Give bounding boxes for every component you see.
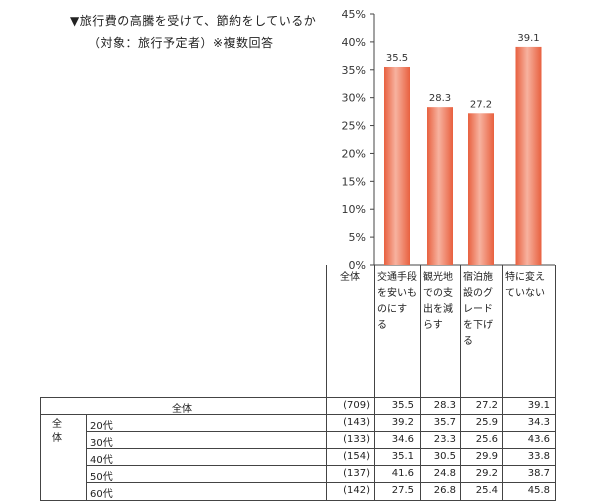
row-label: 30代 <box>90 438 113 449</box>
table-cell: 29.2 <box>475 468 498 479</box>
table-divider <box>555 265 556 501</box>
table-divider <box>40 500 555 501</box>
table-divider <box>86 465 555 466</box>
row-label: 40代 <box>90 455 113 466</box>
y-tick-label: 10% <box>342 203 366 216</box>
table-cell: 39.2 <box>391 417 414 428</box>
sample-size: (133) <box>343 434 370 445</box>
table-cell: 25.6 <box>475 434 498 445</box>
table-cell: 24.8 <box>433 468 456 479</box>
bar <box>468 113 494 265</box>
y-tick-label: 30% <box>342 92 366 105</box>
bar <box>384 66 410 265</box>
table-divider <box>374 265 375 501</box>
table-cell: 28.3 <box>433 400 456 411</box>
sample-size: (142) <box>343 485 370 496</box>
category-label: 宿泊施設のグレードを下げる <box>463 272 493 347</box>
row-label: 全体 <box>172 404 192 415</box>
table-cell: 45.8 <box>527 485 550 496</box>
table-divider <box>326 265 327 501</box>
row-label: 50代 <box>90 472 113 483</box>
table-cell: 43.6 <box>527 434 550 445</box>
table-divider <box>460 265 461 501</box>
table-row-age: 40代 (154) 35.1 30.5 29.9 33.8 <box>0 449 600 466</box>
table-cell: 39.1 <box>527 400 550 411</box>
chart-title: ▼旅行費の高騰を受けて、節約をしているか <box>70 14 317 28</box>
table-cell: 35.7 <box>433 417 456 428</box>
table-cell: 23.3 <box>433 434 456 445</box>
y-tick-label: 15% <box>342 175 366 188</box>
category-label: 特に変えていない <box>505 272 545 299</box>
table-header-total: 全体 <box>340 272 360 283</box>
table-divider <box>86 448 555 449</box>
group-label: 全体 <box>52 419 62 444</box>
table-cell: 41.6 <box>391 468 414 479</box>
sample-size: (143) <box>343 417 370 428</box>
table-cell: 34.6 <box>391 434 414 445</box>
table-divider <box>40 397 555 398</box>
table-divider <box>86 482 555 483</box>
category-label: 観光地での支出を減らす <box>423 272 453 331</box>
chart-subtitle: （対象：旅行予定者）※複数回答 <box>88 36 274 50</box>
table-row-total: 全体 (709) 35.5 28.3 27.2 39.1 <box>0 398 600 415</box>
category-label: 交通手段を安いものにする <box>377 272 417 331</box>
table-cell: 26.8 <box>433 485 456 496</box>
table-row-age: 50代 (137) 41.6 24.8 29.2 38.7 <box>0 466 600 483</box>
table-divider <box>86 431 555 432</box>
table-divider <box>502 265 503 501</box>
table-cell: 25.4 <box>475 485 498 496</box>
data-label: 39.1 <box>517 33 539 44</box>
table-cell: 30.5 <box>433 451 456 462</box>
y-tick-label: 25% <box>342 120 366 133</box>
table-row-age: 20代 (143) 39.2 35.7 25.9 34.3 <box>0 415 600 432</box>
bar-chart: 0% 5% 10% 15% 20% 25% 30% 35% 40% 45% 35.5 28.3 27.… <box>342 8 555 270</box>
table-cell: 35.5 <box>391 400 414 411</box>
sample-size: (709) <box>343 400 370 411</box>
table-divider <box>40 397 41 501</box>
y-tick-label: 5% <box>349 231 366 244</box>
bar <box>427 107 453 265</box>
sample-size: (154) <box>343 451 370 462</box>
row-label: 20代 <box>90 421 113 432</box>
table-divider <box>420 265 421 501</box>
y-tick-label: 20% <box>342 147 366 160</box>
table-divider <box>40 414 555 415</box>
table-cell: 25.9 <box>475 417 498 428</box>
bar <box>515 46 542 265</box>
table-cell: 27.5 <box>391 485 414 496</box>
y-tick-label: 35% <box>342 64 366 77</box>
table-cell: 35.1 <box>391 451 414 462</box>
data-label: 35.5 <box>386 53 408 64</box>
table-cell: 38.7 <box>527 468 550 479</box>
table-cell: 27.2 <box>475 400 498 411</box>
table-row-age: 30代 (133) 34.6 23.3 25.6 43.6 <box>0 432 600 449</box>
data-label: 28.3 <box>429 93 451 104</box>
y-tick-label: 45% <box>342 8 366 21</box>
table-cell: 29.9 <box>475 451 498 462</box>
y-tick-label: 40% <box>342 36 366 49</box>
data-label: 27.2 <box>470 99 492 110</box>
sample-size: (137) <box>343 468 370 479</box>
y-tick-label: 0% <box>349 259 366 270</box>
table-cell: 33.8 <box>527 451 550 462</box>
table-row-age: 60代 (142) 27.5 26.8 25.4 45.8 <box>0 483 600 500</box>
row-label: 60代 <box>90 489 113 500</box>
table-cell: 34.3 <box>527 417 550 428</box>
table-divider <box>86 414 87 501</box>
